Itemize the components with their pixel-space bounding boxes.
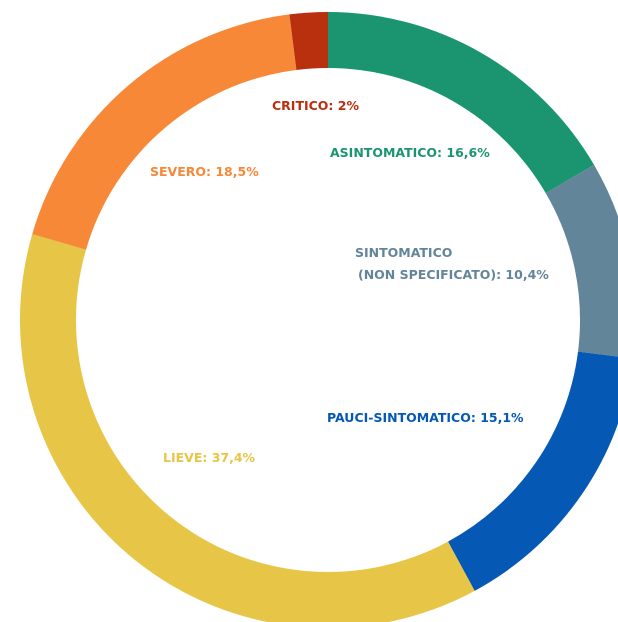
donut-segment — [328, 12, 595, 194]
donut-segment — [289, 12, 328, 70]
segment-label: LIEVE: 37,4% — [163, 450, 256, 465]
segment-label-line: LIEVE: 37,4% — [163, 450, 256, 465]
segment-label-line: (NON SPECIFICATO): 10,4% — [358, 267, 549, 282]
donut-segment — [20, 234, 475, 622]
segment-label-line: ASINTOMATICO: 16,6% — [330, 145, 490, 160]
donut-segment — [448, 351, 618, 591]
segment-label-line: PAUCI-SINTOMATICO: 15,1% — [327, 410, 524, 425]
segment-label-line: SINTOMATICO — [355, 245, 452, 260]
segment-label-line: SEVERO: 18,5% — [150, 164, 259, 179]
segment-label: ASINTOMATICO: 16,6% — [330, 145, 490, 160]
segment-label: SINTOMATICO (NON SPECIFICATO): 10,4% — [355, 245, 549, 282]
segment-label: PAUCI-SINTOMATICO: 15,1% — [327, 410, 524, 425]
donut-segment — [32, 14, 297, 250]
segment-label-line: CRITICO: 2% — [272, 98, 359, 113]
segment-label: SEVERO: 18,5% — [150, 164, 259, 179]
donut-segment — [545, 164, 618, 357]
segment-label: CRITICO: 2% — [272, 98, 359, 113]
